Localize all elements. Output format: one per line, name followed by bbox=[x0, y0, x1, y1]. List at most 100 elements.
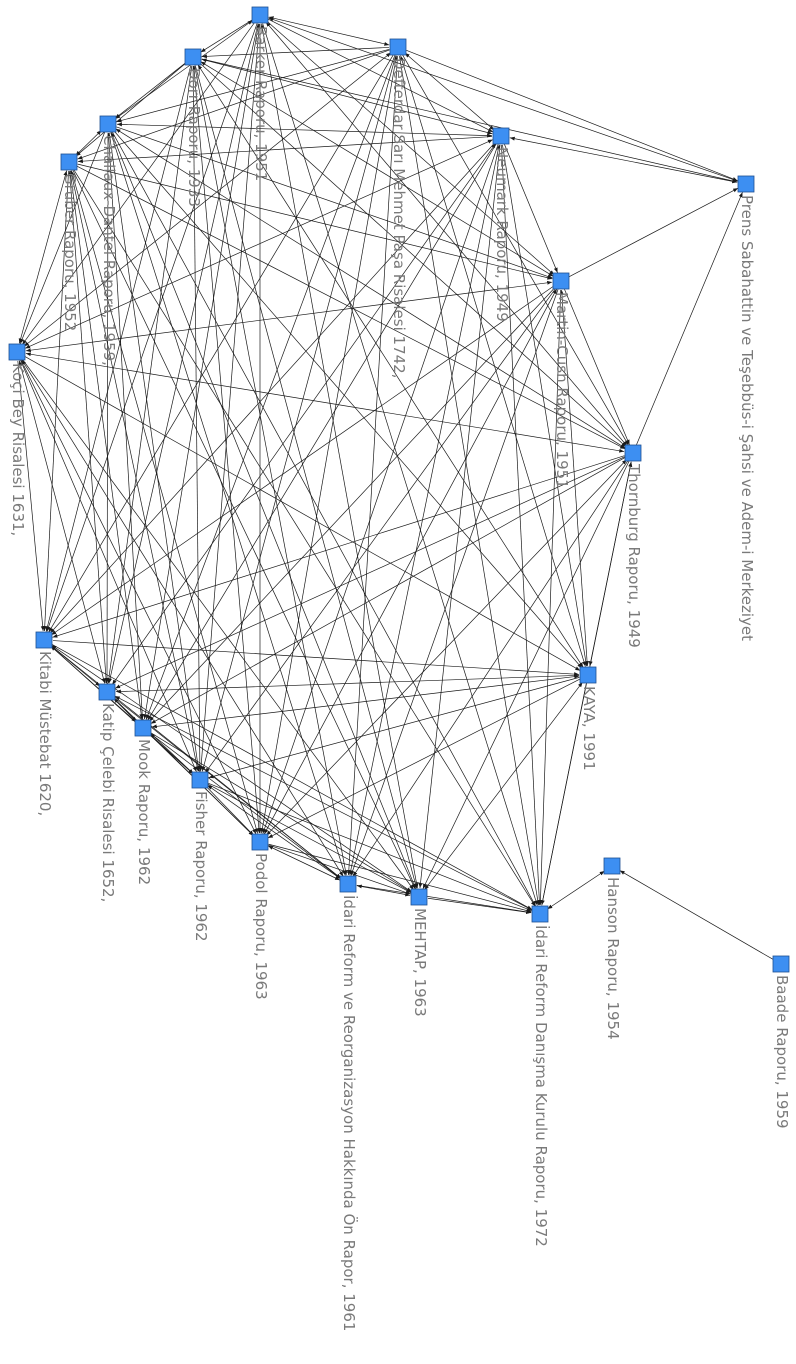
edge-thornburg-mehtap bbox=[422, 460, 630, 890]
node-dorr[interactable] bbox=[184, 48, 202, 66]
edge-barker-kocibey bbox=[21, 22, 256, 345]
edge-kaya-idarireform1972 bbox=[540, 683, 587, 906]
edge-dorr-neumark bbox=[201, 58, 493, 135]
node-defterdar[interactable] bbox=[389, 38, 407, 56]
edge-martin-mook bbox=[148, 287, 556, 722]
edge-kocibey-katip bbox=[18, 360, 106, 684]
node-label-neumark: Neumark Raporu, 1949 bbox=[493, 147, 511, 322]
edge-podol-idarireform1972 bbox=[268, 843, 532, 913]
labels-layer: Barker Raporu, 1951 Defterdar Sarı Mehmet… bbox=[9, 26, 791, 1331]
node-neumark[interactable] bbox=[492, 127, 510, 145]
edge-kocibey-mehtap bbox=[22, 359, 414, 890]
edge-barker-thornburg bbox=[265, 21, 628, 447]
node-martin[interactable] bbox=[552, 272, 570, 290]
edge-idarireform1972-hanson bbox=[547, 870, 605, 910]
node-hanson[interactable] bbox=[603, 857, 621, 875]
edge-challaux-idarireform1972 bbox=[112, 131, 536, 907]
edge-idarireform1961-mehtap bbox=[356, 884, 411, 897]
node-challaux[interactable] bbox=[99, 115, 117, 133]
node-label-podol: Podol Raporu, 1963 bbox=[252, 853, 270, 1000]
edge-mook-idarireform1961 bbox=[149, 733, 342, 879]
edge-thornburg-podol bbox=[265, 459, 628, 836]
edge-thornburg-prens bbox=[636, 192, 743, 445]
node-label-fisher: Fisher Raporu, 1962 bbox=[192, 791, 210, 942]
node-prens[interactable] bbox=[737, 175, 755, 193]
edge-martin-podol bbox=[263, 288, 558, 835]
edge-fisher-idarireform1961 bbox=[207, 784, 341, 880]
node-thornburg[interactable] bbox=[624, 444, 642, 462]
edge-barker-defterdar bbox=[268, 16, 390, 46]
edge-gruber-martin bbox=[77, 163, 553, 280]
node-kaya[interactable] bbox=[579, 666, 597, 684]
node-label-gruber: Gruber Raporu, 1952 bbox=[61, 173, 79, 331]
edge-defterdar-thornburg bbox=[402, 54, 629, 446]
edge-gruber-mehtap bbox=[72, 169, 416, 890]
edge-dorr-gruber bbox=[75, 62, 187, 157]
node-podol[interactable] bbox=[251, 833, 269, 851]
node-label-challaux: Challaux-Dantel Raporu, 1959, bbox=[100, 135, 118, 366]
node-kitabi[interactable] bbox=[35, 631, 53, 649]
node-mook[interactable] bbox=[134, 719, 152, 737]
edge-challaux-gruber bbox=[75, 130, 102, 156]
node-label-mook: Mook Raporu, 1962 bbox=[135, 739, 153, 885]
node-label-hanson: Hanson Raporu, 1954 bbox=[604, 877, 622, 1040]
node-label-defterdar: Defterdar Sarı Mehmet Paşa Risalesi 1742… bbox=[390, 58, 408, 378]
edge-katip-idarireform1972 bbox=[114, 695, 533, 911]
edge-challaux-fisher bbox=[108, 132, 201, 772]
node-label-idarireform1961: İdari Reform ve Reorganizasyon Hakkında … bbox=[340, 895, 359, 1331]
node-label-kitabi: Kitabi Müstebat 1620, bbox=[36, 651, 54, 816]
edge-dorr-prens bbox=[201, 58, 738, 183]
edge-defterdar-podol bbox=[260, 55, 398, 834]
edge-neumark-kaya bbox=[502, 144, 588, 667]
node-fisher[interactable] bbox=[191, 771, 209, 789]
edge-defterdar-prens bbox=[406, 49, 738, 182]
edge-neumark-idarireform1961 bbox=[348, 144, 501, 876]
edge-fisher-idarireform1972 bbox=[208, 782, 532, 912]
node-mehtap[interactable] bbox=[410, 888, 428, 906]
edge-barker-neumark bbox=[267, 18, 494, 133]
edge-defterdar-dorr bbox=[201, 47, 390, 59]
node-label-thornburg: Thornburg Raporu, 1949 bbox=[625, 463, 643, 648]
edge-podol-idarireform1961 bbox=[267, 845, 341, 881]
node-label-baade: Baade Raporu, 1959 bbox=[773, 975, 791, 1129]
edge-martin-prens bbox=[568, 187, 739, 278]
node-label-idarireform1972: İdari Reform Danışma Kurulu Raporu, 1972 bbox=[532, 925, 551, 1247]
edge-neumark-mook bbox=[147, 143, 497, 721]
node-label-kaya: KAYA, 1991 bbox=[580, 686, 598, 771]
node-label-martin: Martin-Cush Raporu, 1951 bbox=[553, 292, 571, 489]
node-barker[interactable] bbox=[251, 6, 269, 24]
node-baade[interactable] bbox=[772, 955, 790, 973]
edge-kaya-fisher bbox=[208, 677, 580, 779]
edges-layer bbox=[17, 16, 774, 960]
node-idarireform1972[interactable] bbox=[531, 905, 549, 923]
edge-neumark-gruber bbox=[77, 136, 493, 164]
node-label-barker: Barker Raporu, 1951 bbox=[252, 26, 270, 181]
edge-dorr-challaux bbox=[114, 62, 187, 119]
node-katip[interactable] bbox=[98, 683, 116, 701]
edge-barker-fisher bbox=[199, 23, 260, 772]
node-gruber[interactable] bbox=[60, 153, 78, 171]
edge-fisher-mehtap bbox=[207, 783, 412, 894]
node-label-prens: Prens Sabahattin ve Teşebbüs-i Şahsi ve … bbox=[738, 195, 756, 641]
edge-mook-fisher bbox=[149, 733, 194, 775]
edge-kitabi-kaya bbox=[52, 640, 580, 677]
edge-idarireform1961-idarireform1972 bbox=[356, 885, 532, 914]
edge-kocibey-kaya bbox=[24, 356, 581, 671]
edge-martin-kitabi bbox=[51, 285, 554, 636]
edge-defterdar-idarireform1972 bbox=[399, 55, 540, 906]
edge-martin-idarireform1961 bbox=[350, 289, 559, 876]
edge-baade-hanson bbox=[619, 870, 774, 960]
node-label-mehtap: MEHTAP, 1963 bbox=[411, 908, 429, 1017]
edge-podol-mehtap bbox=[268, 844, 411, 895]
edge-martin-thornburg bbox=[564, 289, 630, 445]
node-label-kocibey: Koçi Bey Risalesi 1631, bbox=[9, 363, 27, 536]
edge-neumark-prens bbox=[509, 136, 738, 184]
edge-mehtap-idarireform1972 bbox=[427, 897, 532, 915]
nodes-layer bbox=[8, 6, 790, 973]
edge-kaya-podol bbox=[267, 678, 581, 839]
node-label-dorr: Dorr Raporu, 1933 bbox=[185, 68, 203, 207]
node-kocibey[interactable] bbox=[8, 343, 26, 361]
edge-gruber-kocibey bbox=[18, 170, 68, 344]
node-idarireform1961[interactable] bbox=[339, 875, 357, 893]
